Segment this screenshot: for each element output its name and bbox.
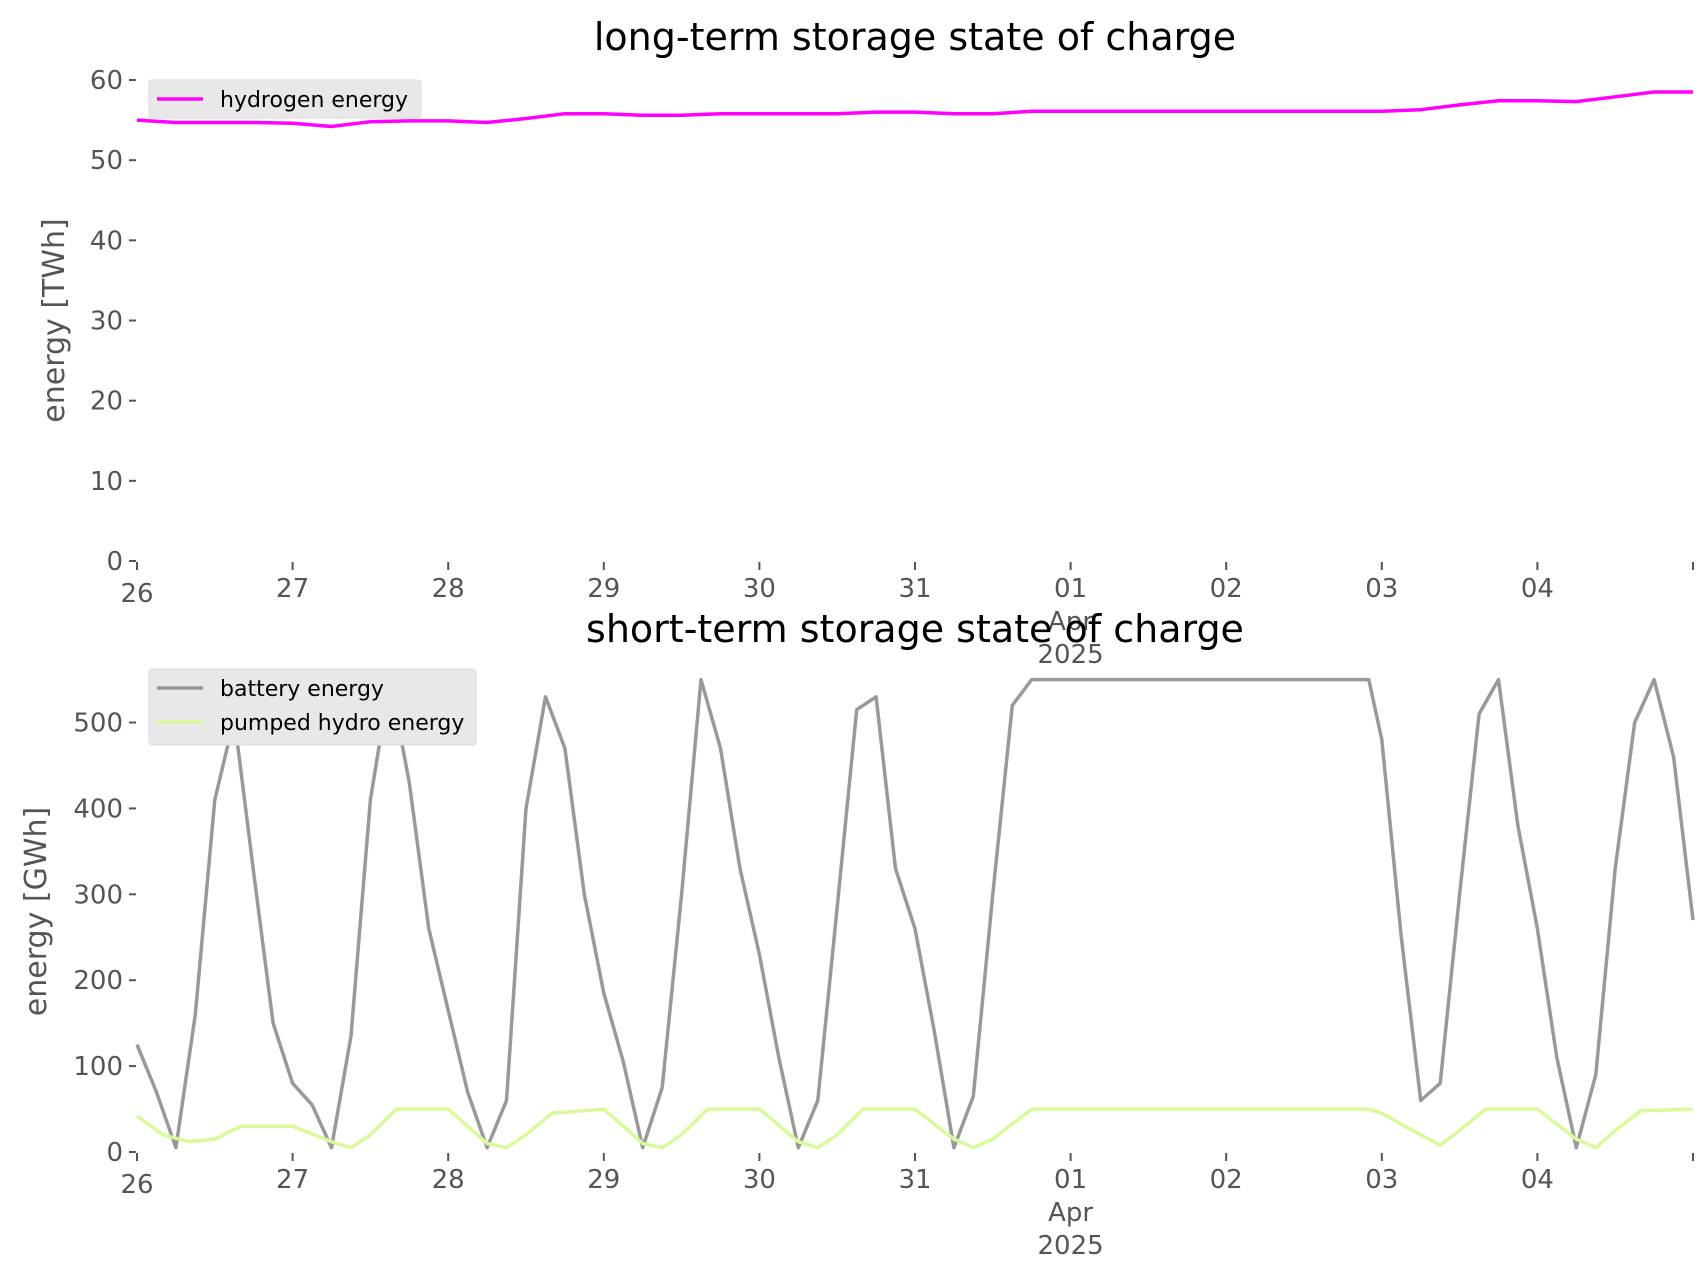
series-line-hydrogen-energy bbox=[136, 90, 1693, 129]
x-tick-label: 30 bbox=[743, 574, 776, 604]
x-tick-label: 30 bbox=[743, 1165, 776, 1195]
x-tick-label: 04 bbox=[1521, 574, 1554, 604]
x-tick-label: 01 Apr 2025 bbox=[1038, 574, 1104, 670]
y-tick-label: 10 bbox=[90, 467, 123, 497]
x-tick-label: 26 bbox=[120, 579, 153, 609]
series-line-battery-energy bbox=[135, 677, 1695, 1150]
y-tick-label: 60 bbox=[90, 66, 123, 96]
chart-title: long-term storage state of charge bbox=[594, 15, 1236, 59]
x-tick-label: 02 bbox=[1210, 574, 1243, 604]
legend-entry-label: battery energy bbox=[220, 677, 384, 702]
y-tick-label: 500 bbox=[73, 709, 123, 739]
y-tick-label: 0 bbox=[106, 1138, 123, 1168]
short-term-storage-panel: short-term storage state of charge energy… bbox=[19, 607, 1695, 1261]
y-tick-label: 100 bbox=[73, 1052, 123, 1082]
x-tick-label: 03 bbox=[1365, 1165, 1398, 1195]
legend-entry-label: pumped hydro energy bbox=[220, 711, 464, 736]
x-tick-label: 01 Apr 2025 bbox=[1038, 1165, 1104, 1261]
x-tick-label: 27 bbox=[276, 574, 309, 604]
y-tick-label: 40 bbox=[90, 226, 123, 256]
x-tick-label: 31 bbox=[898, 1165, 931, 1195]
legend: hydrogen energy bbox=[148, 79, 422, 119]
y-tick-label: 20 bbox=[90, 387, 123, 417]
legend-box bbox=[148, 79, 422, 119]
y-tick-label: 300 bbox=[73, 880, 123, 910]
chart-title: short-term storage state of charge bbox=[586, 607, 1244, 651]
x-tick-label: 04 bbox=[1521, 1165, 1554, 1195]
y-tick-label: 0 bbox=[106, 547, 123, 577]
series-line-pumped-hydro-energy bbox=[135, 1107, 1694, 1150]
x-tick-label: 26 bbox=[120, 1170, 153, 1200]
legend-box bbox=[148, 668, 477, 746]
y-tick-label: 50 bbox=[90, 146, 123, 176]
y-axis-label: energy [TWh] bbox=[37, 218, 72, 422]
legend: battery energy pumped hydro energy bbox=[148, 668, 477, 746]
y-tick-label: 400 bbox=[73, 794, 123, 824]
y-axis-label: energy [GWh] bbox=[19, 807, 54, 1016]
x-tick-label: 02 bbox=[1210, 1165, 1243, 1195]
x-tick-label: 03 bbox=[1365, 574, 1398, 604]
x-tick-label: 28 bbox=[432, 574, 465, 604]
x-tick-label: 31 bbox=[898, 574, 931, 604]
long-term-storage-panel: long-term storage state of charge energy … bbox=[37, 15, 1694, 670]
y-tick-label: 30 bbox=[90, 307, 123, 337]
x-tick-label: 29 bbox=[587, 1165, 620, 1195]
x-tick-label: 28 bbox=[432, 1165, 465, 1195]
x-tick-label: 27 bbox=[276, 1165, 309, 1195]
y-tick-label: 200 bbox=[73, 966, 123, 996]
legend-entry-label: hydrogen energy bbox=[220, 88, 408, 113]
x-tick-label: 29 bbox=[587, 574, 620, 604]
